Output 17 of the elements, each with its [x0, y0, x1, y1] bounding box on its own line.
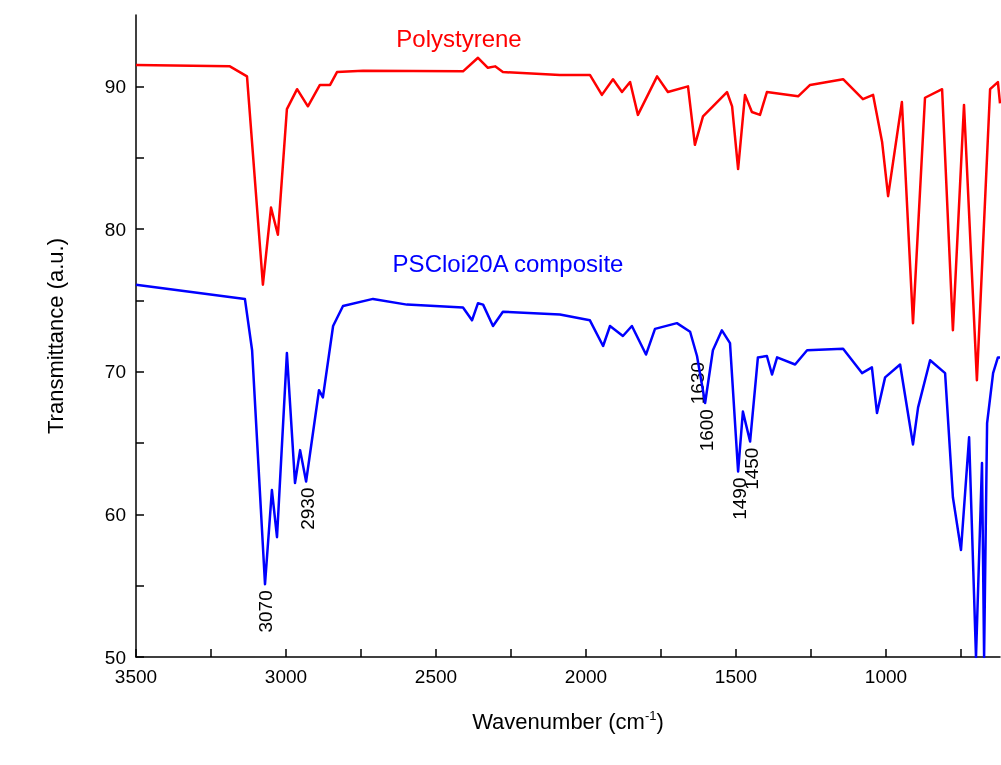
- series-label: Polystyrene: [396, 24, 522, 52]
- annotation: 3070: [254, 590, 276, 633]
- x-tick-label: 2500: [414, 666, 458, 687]
- y-tick-label: 50: [104, 646, 126, 668]
- y-tick-label: 90: [104, 75, 126, 97]
- annotation: 1600: [695, 409, 717, 452]
- y-tick-label: 80: [104, 218, 126, 240]
- x-tick-label: 2000: [564, 666, 608, 687]
- y-tick-label: 60: [104, 503, 126, 525]
- x-tick-label: 1500: [714, 666, 758, 687]
- series-label: PSCloi20A composite: [392, 249, 624, 277]
- y-tick-label: 70: [104, 361, 126, 383]
- x-tick-label: 3000: [264, 666, 308, 687]
- annotation: 2930: [296, 487, 318, 530]
- y-axis-title: Transmittance (a.u.): [42, 237, 68, 435]
- x-tick-label: 3500: [114, 666, 158, 687]
- x-tick-label: 1000: [864, 666, 908, 687]
